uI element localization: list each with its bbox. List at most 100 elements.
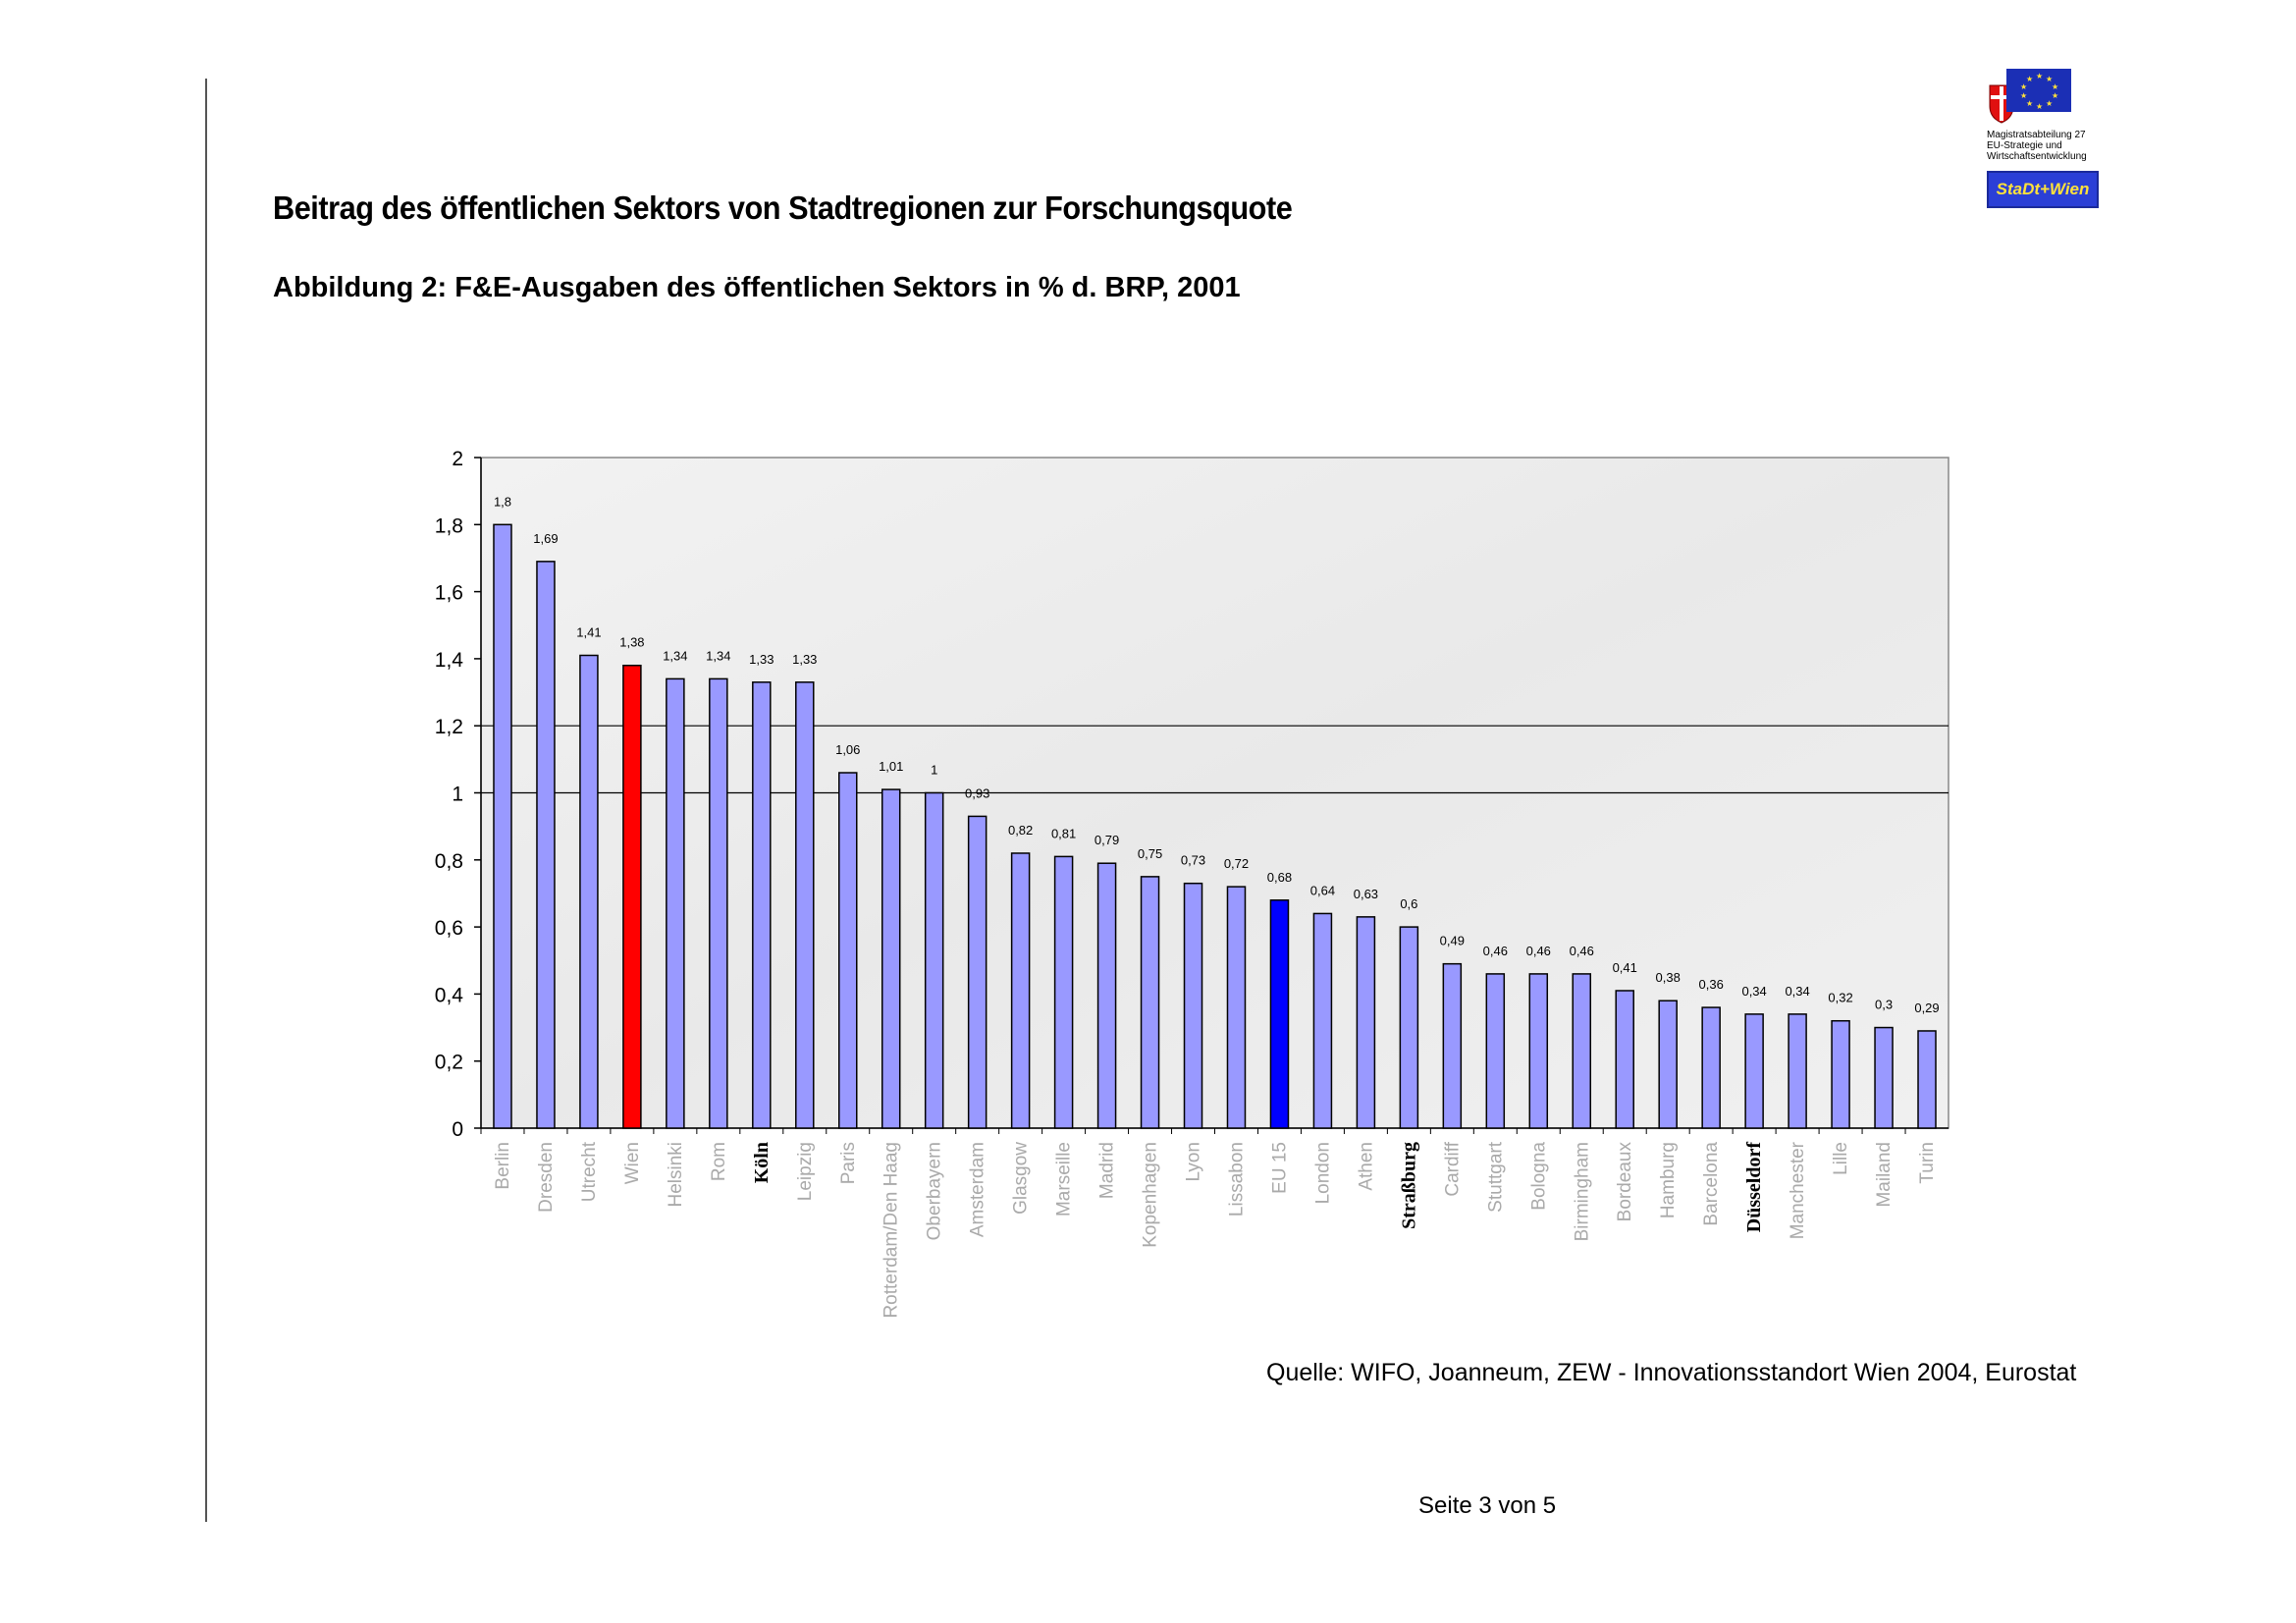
bar	[1788, 1013, 1807, 1129]
data-label: 0,93	[965, 785, 989, 800]
data-label: 0,46	[1483, 944, 1508, 958]
category-label: Dresden	[536, 1142, 557, 1213]
category-label: Stuttgart	[1485, 1141, 1506, 1213]
bar	[1528, 973, 1549, 1129]
category-label: Bologna	[1528, 1142, 1549, 1211]
bar	[579, 654, 599, 1129]
category-label: Utrecht	[579, 1141, 600, 1202]
y-tick-label: 0	[452, 1118, 463, 1141]
category-label: Hamburg	[1658, 1142, 1679, 1218]
page-title: Beitrag des öffentlichen Sektors von Sta…	[273, 189, 1293, 226]
bar	[752, 681, 772, 1129]
category-label: Glasgow	[1011, 1142, 1032, 1215]
category-label: Oberbayern	[925, 1142, 945, 1240]
category-label: Bordeaux	[1615, 1142, 1635, 1222]
bar	[622, 664, 642, 1129]
category-label: Straßburg	[1398, 1142, 1419, 1229]
data-label: 1,38	[619, 635, 644, 650]
category-label: Manchester	[1788, 1141, 1808, 1239]
logo-org-line3: Wirtschaftsentwicklung	[1987, 151, 2087, 162]
bar	[1096, 862, 1117, 1129]
category-label: Helsinki	[666, 1142, 686, 1208]
bar	[536, 561, 556, 1129]
category-label: Paris	[838, 1142, 859, 1184]
y-tick-label: 0,4	[435, 984, 464, 1006]
bar	[493, 523, 512, 1129]
category-label: Turin	[1917, 1142, 1938, 1184]
data-label: 0,72	[1224, 856, 1249, 871]
data-label: 0,68	[1267, 870, 1292, 885]
bar	[1226, 886, 1247, 1129]
bar	[1831, 1019, 1850, 1129]
y-tick-label: 2	[452, 448, 463, 470]
data-label: 0,79	[1095, 833, 1119, 847]
data-label: 1,01	[879, 759, 903, 774]
category-label: Madrid	[1097, 1142, 1118, 1199]
data-label: 0,46	[1570, 944, 1594, 958]
category-label: Lyon	[1184, 1142, 1204, 1182]
bar	[881, 788, 901, 1129]
bar	[838, 772, 858, 1129]
category-label: Athen	[1356, 1142, 1376, 1191]
data-label: 0,38	[1656, 970, 1681, 985]
category-label: Köln	[751, 1142, 773, 1183]
data-label: 0,73	[1181, 853, 1205, 868]
data-label: 0,34	[1785, 984, 1809, 999]
category-label: Lille	[1831, 1142, 1851, 1175]
category-label: Wien	[622, 1142, 643, 1184]
bar	[709, 677, 728, 1129]
bar	[924, 791, 944, 1129]
category-label: Birmingham	[1572, 1142, 1592, 1241]
bar	[1615, 990, 1634, 1129]
eu-flag-icon: ★ ★ ★ ★ ★ ★ ★ ★ ★ ★	[2006, 69, 2071, 112]
data-label: 1,34	[706, 648, 730, 663]
category-label: Kopenhagen	[1141, 1142, 1161, 1248]
y-tick-label: 0,8	[435, 850, 463, 873]
stadt-wien-badge: StaDt+Wien	[1987, 171, 2099, 208]
bar	[967, 815, 988, 1129]
logo-org-line2: EU-Strategie und	[1987, 140, 2062, 151]
data-label: 0,75	[1138, 846, 1162, 861]
data-label: 1,41	[576, 624, 601, 639]
margin-line	[205, 79, 207, 1522]
category-label: Leipzig	[795, 1142, 816, 1201]
bar	[1140, 876, 1160, 1129]
y-tick-label: 1,4	[435, 649, 464, 672]
y-tick-label: 1,6	[435, 582, 463, 605]
bar	[666, 677, 685, 1129]
y-tick-label: 0,2	[435, 1052, 463, 1074]
bar	[1053, 855, 1074, 1129]
data-label: 0,34	[1741, 984, 1766, 999]
y-tick-label: 1	[452, 784, 463, 806]
source-note: Quelle: WIFO, Joanneum, ZEW - Innovation…	[1266, 1359, 2077, 1386]
bar	[1658, 1000, 1678, 1129]
y-tick-label: 0,6	[435, 917, 463, 940]
data-label: 1,06	[835, 742, 860, 757]
data-label: 0,64	[1310, 883, 1335, 897]
category-label: Cardiff	[1442, 1141, 1463, 1196]
bar	[1874, 1026, 1894, 1129]
category-label: Mailand	[1874, 1142, 1895, 1208]
logo-org-text: Magistratsabteilung 27 EU-Strategie und …	[1987, 130, 2099, 162]
data-label: 0,82	[1008, 823, 1033, 838]
y-tick-label: 1,2	[435, 716, 463, 738]
bar	[1399, 926, 1419, 1129]
data-label: 0,29	[1914, 1001, 1939, 1015]
category-label: Marseille	[1054, 1142, 1075, 1217]
data-label: 0,41	[1613, 960, 1637, 975]
data-label: 0,32	[1828, 991, 1852, 1005]
data-label: 0,36	[1699, 977, 1724, 992]
category-label: EU 15	[1269, 1142, 1290, 1194]
category-label: Düsseldorf	[1743, 1142, 1765, 1233]
figure-caption: Abbildung 2: F&E-Ausgaben des öffentlich…	[273, 272, 1241, 303]
logo: ★ ★ ★ ★ ★ ★ ★ ★ ★ ★ Magistratsabteilung …	[1979, 65, 2099, 208]
data-label: 1,33	[792, 652, 817, 667]
bar	[1744, 1013, 1764, 1129]
bar	[795, 681, 815, 1129]
bar	[1010, 852, 1031, 1129]
data-label: 1,33	[749, 652, 774, 667]
data-label: 0,6	[1400, 896, 1417, 911]
page-number: Seite 3 von 5	[1418, 1492, 1557, 1519]
bar	[1917, 1030, 1937, 1129]
